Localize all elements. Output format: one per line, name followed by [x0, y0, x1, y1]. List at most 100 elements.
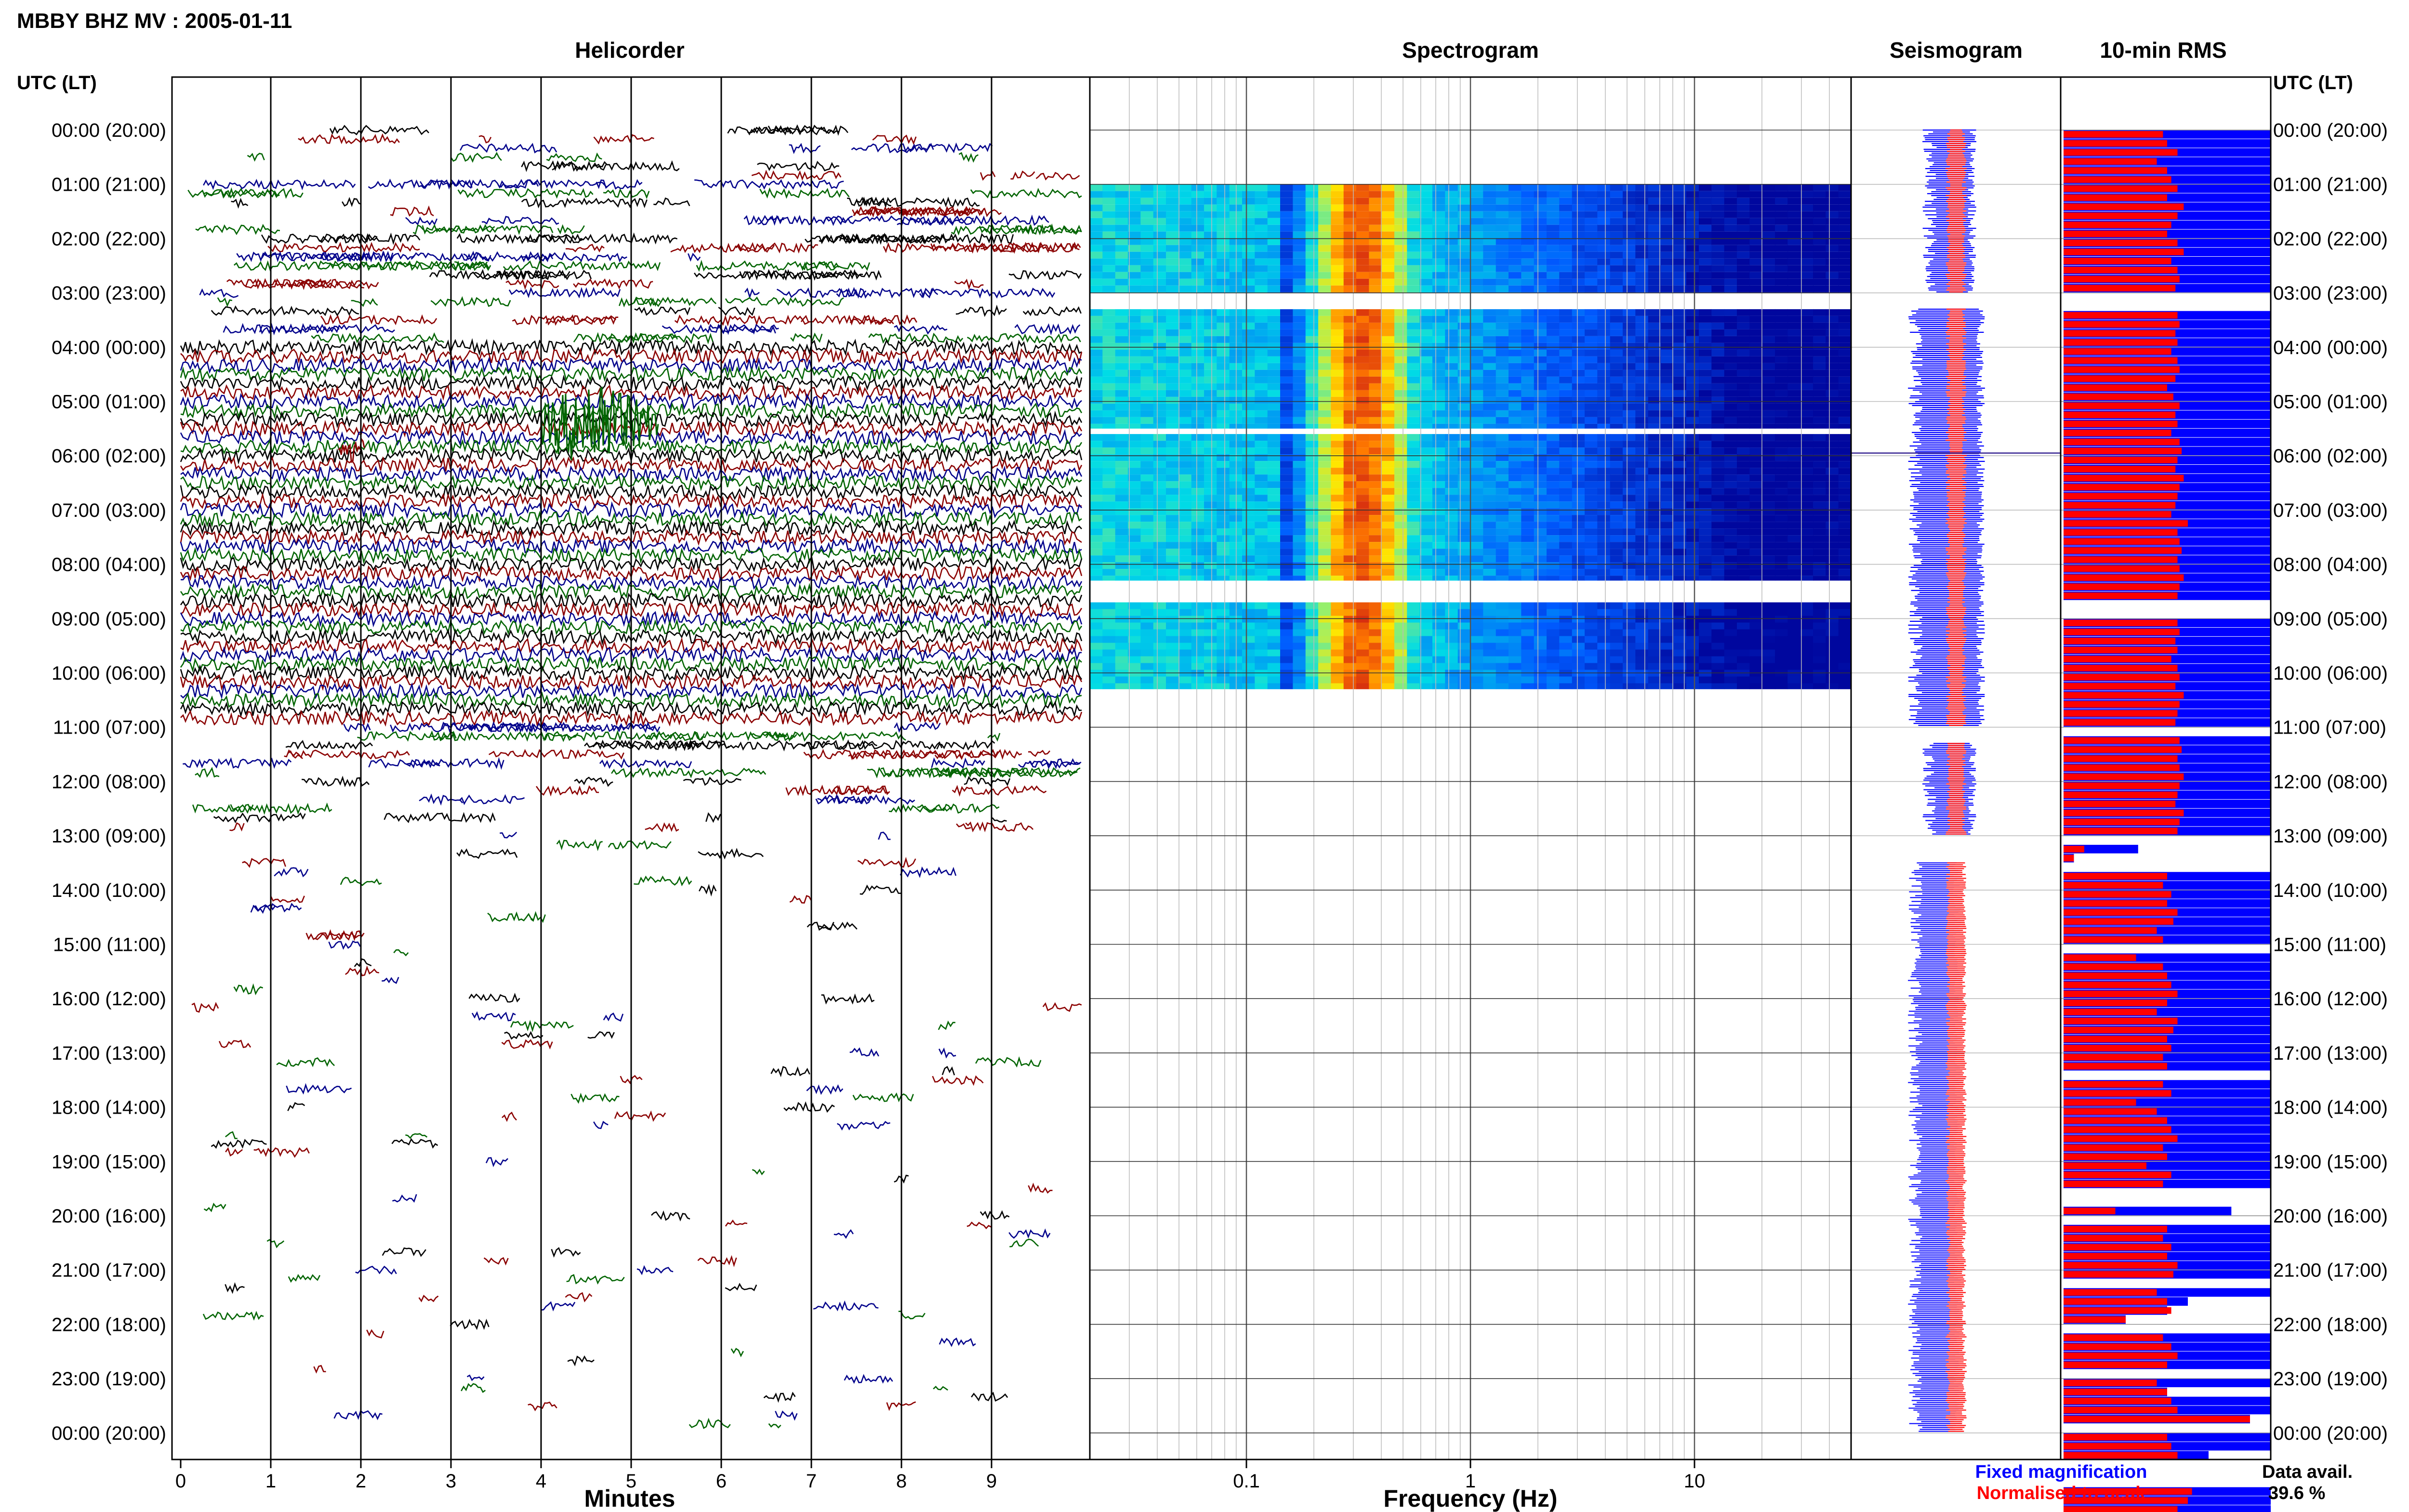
helicorder-trace	[730, 1348, 744, 1357]
spectrogram-cell	[1457, 535, 1471, 542]
spectrogram-cell	[1572, 390, 1585, 397]
hour-label-right: 16:00 (12:00)	[2273, 988, 2388, 1010]
spectrogram-cell	[1838, 285, 1852, 292]
spectrogram-cell	[1191, 258, 1204, 265]
spectrogram-cell	[1635, 616, 1649, 623]
spectrogram-cell	[1217, 501, 1230, 509]
spectrogram-cell	[1432, 204, 1446, 211]
spectrogram-cell	[1128, 316, 1141, 323]
spectrogram-cell	[1090, 272, 1103, 279]
spectrogram-cell	[1686, 197, 1699, 205]
spectrogram-cell	[1673, 663, 1687, 670]
spectrogram-cell	[1585, 622, 1598, 630]
spectrogram-cell	[1407, 403, 1420, 410]
spectrogram-cell	[1762, 454, 1775, 461]
spectrogram-cell	[1407, 278, 1420, 286]
spectrogram-cell	[1343, 258, 1357, 265]
spectrogram-cell	[1585, 495, 1598, 502]
spectrogram-cell	[1394, 515, 1408, 522]
spectrogram-cell	[1673, 423, 1687, 429]
spectrogram-cell	[1318, 383, 1332, 390]
spectrogram-cell	[1483, 251, 1496, 259]
spectrogram-cell	[1813, 616, 1827, 623]
spectrogram-cell	[1419, 629, 1433, 636]
spectrogram-cell	[1572, 616, 1585, 623]
spectrogram-cell	[1432, 562, 1446, 569]
spectrogram-cell	[1800, 515, 1813, 522]
spectrogram-cell	[1305, 336, 1319, 343]
spectrogram-cell	[1407, 501, 1420, 509]
spectrogram-cell	[1217, 447, 1230, 455]
spectrogram-cell	[1724, 461, 1737, 468]
spectrogram-cell	[1813, 251, 1827, 259]
spectrogram-cell	[1749, 461, 1763, 468]
spectrogram-cell	[1838, 272, 1852, 279]
spectrogram-cell	[1585, 342, 1598, 350]
spectrogram-cell	[1711, 622, 1725, 630]
spectrogram-cell	[1280, 636, 1294, 643]
spectrogram-cell	[1762, 461, 1775, 468]
spectrogram-cell	[1217, 218, 1230, 225]
spectrogram-cell	[1673, 322, 1687, 329]
spectrogram-cell	[1559, 643, 1573, 650]
spectrogram-cell	[1737, 356, 1750, 363]
spectrogram-cell	[1648, 555, 1661, 563]
spectrogram-cell	[1166, 322, 1179, 329]
spectrogram-cell	[1267, 481, 1281, 488]
spectrogram-cell	[1255, 656, 1268, 663]
spectrogram-cell	[1749, 329, 1763, 336]
spectrogram-cell	[1356, 515, 1370, 522]
spectrogram-cell	[1394, 474, 1408, 482]
spectrogram-cell	[1318, 245, 1332, 252]
spectrogram-cell	[1585, 336, 1598, 343]
spectrogram-cell	[1369, 468, 1382, 475]
spectrogram-cell	[1140, 278, 1154, 286]
spectrogram-cell	[1610, 211, 1623, 218]
spectrogram-cell	[1217, 191, 1230, 198]
spectrogram-cell	[1762, 309, 1775, 316]
spectrogram-cell	[1267, 602, 1281, 609]
spectrogram-cell	[1191, 322, 1204, 329]
spectrogram-cell	[1838, 555, 1852, 563]
spectrogram-cell	[1711, 363, 1725, 370]
spectrogram-cell	[1483, 549, 1496, 556]
spectrogram-cell	[1407, 663, 1420, 670]
spectrogram-cell	[1217, 549, 1230, 556]
spectrogram-cell	[1343, 609, 1357, 616]
spectrogram-cell	[1648, 197, 1661, 205]
spectrogram-cell	[1509, 423, 1522, 429]
spectrogram-cell	[1686, 495, 1699, 502]
spectrogram-cell	[1597, 488, 1611, 495]
spectrogram-cell	[1610, 528, 1623, 536]
spectrogram-cell	[1762, 191, 1775, 198]
spectrogram-cell	[1775, 434, 1788, 441]
spectrogram-cell	[1711, 481, 1725, 488]
spectrogram-cell	[1356, 508, 1370, 515]
helicorder-trace	[286, 1083, 844, 1095]
spectrogram-cell	[1737, 683, 1750, 689]
spectrogram-cell	[1305, 231, 1319, 238]
spectrogram-cell	[1534, 683, 1547, 689]
spectrogram-cell	[1496, 369, 1509, 377]
helicorder-trace	[267, 241, 1081, 254]
spectrogram-cell	[1432, 569, 1446, 576]
spectrogram-cell	[1749, 474, 1763, 482]
hour-label-left: 03:00 (23:00)	[52, 283, 166, 304]
spectrogram-cell	[1343, 376, 1357, 383]
spectrogram-cell	[1140, 369, 1154, 377]
spectrogram-cell	[1343, 417, 1357, 424]
spectrogram-cell	[1749, 204, 1763, 211]
spectrogram-cell	[1787, 191, 1801, 198]
spectrogram-cell	[1585, 231, 1598, 238]
spectrogram-cell	[1509, 508, 1522, 515]
spectrogram-cell	[1305, 258, 1319, 265]
spectrogram-cell	[1102, 542, 1116, 549]
spectrogram-cell	[1343, 649, 1357, 657]
helicorder-trace	[468, 993, 875, 1005]
spectrogram-cell	[1711, 602, 1725, 609]
spectrogram-cell	[1153, 434, 1166, 441]
spectrogram-cell	[1153, 251, 1166, 259]
spectrogram-cell	[1813, 515, 1827, 522]
spectrogram-cell	[1318, 204, 1332, 211]
spectrogram-cell	[1737, 508, 1750, 515]
